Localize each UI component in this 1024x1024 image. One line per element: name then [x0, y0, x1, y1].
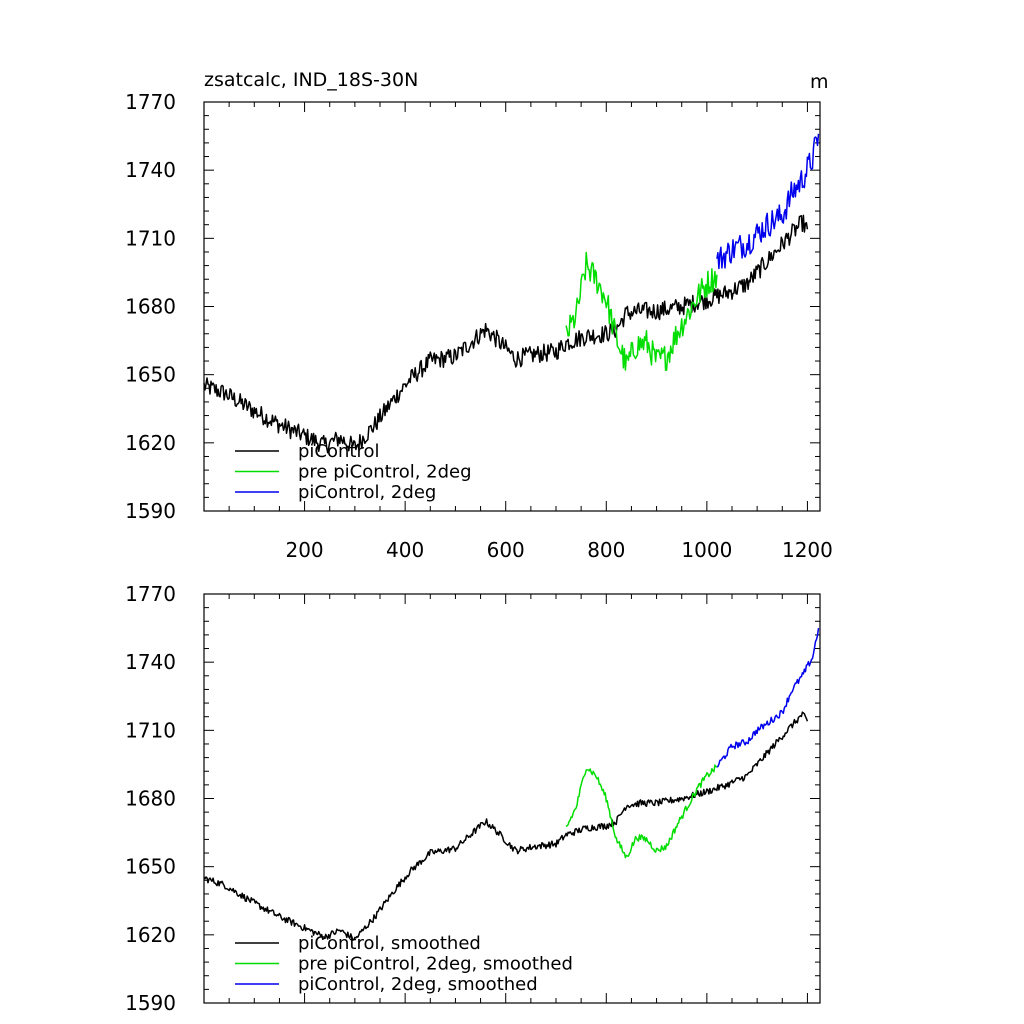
y-tick-label: 1650 [125, 363, 176, 387]
x-tick-label: 200 [285, 538, 323, 562]
y-tick-label: 1680 [125, 787, 176, 811]
y-tick-label: 1740 [125, 158, 176, 182]
y-tick-label: 1710 [125, 226, 176, 250]
legend-label: pre piControl, 2deg [298, 462, 472, 483]
series-line-3 [716, 628, 820, 768]
top-panel: 1590 1620 1650 1680 1710 1740 1770 200 400 600 800… [125, 69, 833, 562]
chart-title: zsatcalc, IND_18S-30N [204, 69, 418, 91]
series-line-2 [565, 251, 718, 372]
units-label: m [810, 71, 829, 93]
x-tick-label: 400 [386, 538, 424, 562]
series-line-1 [203, 711, 809, 941]
bottom-panel: 1590 1620 1650 1680 1710 1740 1770 piControl, s… [125, 582, 821, 1015]
y-tick-label: 1650 [125, 855, 176, 879]
y-tick-label: 1710 [125, 718, 176, 742]
x-tick-label: 800 [587, 538, 625, 562]
y-tick-label: 1590 [125, 991, 176, 1015]
x-tick-label: 600 [487, 538, 525, 562]
y-tick-label: 1740 [125, 650, 176, 674]
y-tick-label: 1680 [125, 295, 176, 319]
y-tick-label: 1620 [125, 923, 176, 947]
legend-label: pre piControl, 2deg, smoothed [298, 954, 573, 975]
series-line-3 [716, 133, 820, 270]
legend-label: piControl, 2deg [298, 482, 436, 503]
legend-label: piControl, 2deg, smoothed [298, 974, 538, 995]
series-line-1 [203, 214, 809, 454]
legend-label: piControl, smoothed [298, 933, 481, 954]
y-tick-label: 1620 [125, 431, 176, 455]
plot-frame [203, 593, 821, 1004]
plot-frame [203, 101, 821, 512]
legend-label: piControl [298, 441, 380, 462]
series-line-2 [565, 764, 717, 859]
x-tick-label: 1200 [782, 538, 833, 562]
y-tick-label: 1590 [125, 499, 176, 523]
y-tick-label: 1770 [125, 90, 176, 114]
x-tick-label: 1000 [681, 538, 732, 562]
y-tick-label: 1770 [125, 582, 176, 606]
